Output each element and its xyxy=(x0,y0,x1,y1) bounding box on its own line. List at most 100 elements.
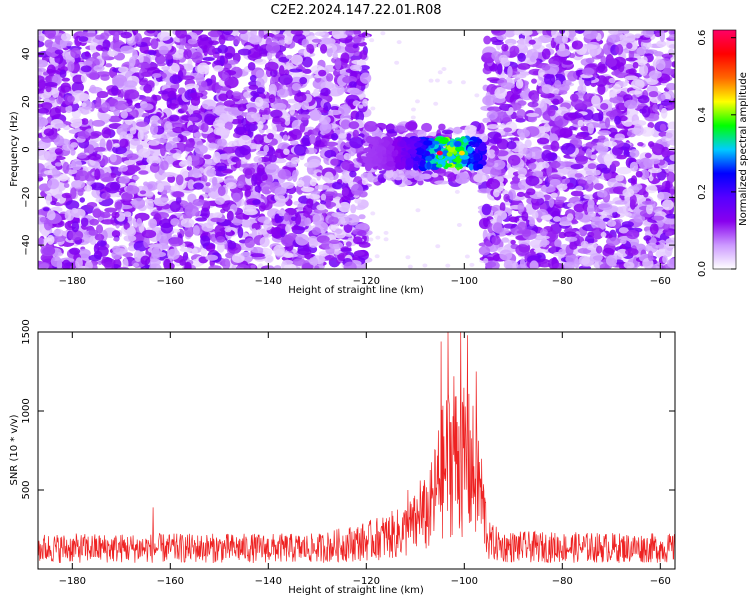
heatmap-cell xyxy=(661,150,675,156)
heatmap-cell xyxy=(175,174,184,186)
heatmap-cell xyxy=(600,231,607,238)
heatmap-cell xyxy=(606,57,618,68)
heatmap-cell xyxy=(205,243,216,252)
heatmap-cell xyxy=(130,138,141,146)
heatmap-cell xyxy=(120,45,135,54)
heatmap-cell xyxy=(624,212,632,218)
heatmap-cell xyxy=(309,257,319,266)
heatmap-cell xyxy=(97,245,109,257)
heatmap-cell xyxy=(290,128,302,140)
heatmap-cell xyxy=(566,213,574,221)
heatmap-cell xyxy=(93,146,106,152)
heatmap-cell xyxy=(515,244,530,256)
heatmap-cell xyxy=(324,255,335,261)
heatmap-cell xyxy=(499,202,506,212)
heatmap-cell xyxy=(669,153,675,162)
heatmap-cell xyxy=(404,179,412,185)
heatmap-cell xyxy=(359,72,372,84)
heatmap-cell xyxy=(550,192,558,199)
heatmap-cell xyxy=(80,73,87,83)
heatmap-cell xyxy=(607,34,621,44)
x-tick-label: −120 xyxy=(353,276,380,287)
heatmap-cell xyxy=(326,46,333,58)
heatmap-cell xyxy=(342,187,349,196)
heatmap-cell xyxy=(549,161,561,169)
heatmap-cell xyxy=(174,50,184,58)
heatmap-cell xyxy=(507,189,517,200)
heatmap-cell xyxy=(271,125,277,135)
heatmap-cell xyxy=(193,132,202,138)
heatmap-cell xyxy=(292,71,304,77)
heatmap-cell xyxy=(54,123,67,129)
heatmap-cell xyxy=(256,150,268,157)
heatmap-cell xyxy=(215,127,231,136)
heatmap-cell xyxy=(162,185,173,191)
heatmap-cell xyxy=(210,217,222,223)
heatmap-cell xyxy=(521,211,529,222)
heatmap-cell xyxy=(152,73,162,78)
x-tick-label: −140 xyxy=(255,276,282,287)
heatmap-cell xyxy=(417,179,424,186)
heatmap-cell xyxy=(477,188,492,194)
snr-series-line xyxy=(38,332,675,564)
heatmap-cell xyxy=(574,30,585,34)
x-tick-label: −180 xyxy=(59,276,86,287)
heatmap-cell xyxy=(464,254,470,259)
heatmap-cell xyxy=(587,123,594,134)
heatmap-cell xyxy=(65,104,73,114)
heatmap-cell xyxy=(370,106,376,111)
heatmap-cell xyxy=(204,159,213,164)
heatmap-cell xyxy=(88,71,99,81)
heatmap-cell xyxy=(595,245,603,254)
heatmap-cell xyxy=(318,115,331,125)
heatmap-cell xyxy=(81,102,87,107)
heatmap-cell xyxy=(87,153,102,161)
heatmap-cell xyxy=(665,213,675,219)
heatmap-cell xyxy=(407,148,418,155)
heatmap-cell xyxy=(370,211,376,216)
heatmap-cell xyxy=(525,149,533,160)
heatmap-cell xyxy=(278,73,293,85)
heatmap-cell xyxy=(149,162,160,174)
heatmap-cell xyxy=(82,99,92,110)
heatmap-cell xyxy=(217,44,228,54)
heatmap-cell xyxy=(148,263,162,269)
heatmap-cell xyxy=(172,137,181,143)
heatmap-cell xyxy=(178,161,188,167)
heatmap-cell xyxy=(493,189,500,198)
heatmap-cell xyxy=(179,247,193,253)
heatmap-cell xyxy=(120,31,133,39)
heatmap-cell xyxy=(527,101,539,108)
heatmap-cell xyxy=(200,80,208,88)
heatmap-cell xyxy=(256,77,265,90)
heatmap-cell xyxy=(629,194,637,205)
heatmap-cell xyxy=(134,102,142,109)
heatmap-cell xyxy=(93,243,100,255)
heatmap-cell xyxy=(590,227,604,240)
heatmap-cell xyxy=(141,229,157,239)
heatmap-cell xyxy=(205,182,211,187)
heatmap-cell xyxy=(482,117,491,124)
heatmap-cell xyxy=(77,152,87,159)
heatmap-cell xyxy=(483,257,489,264)
heatmap-cell xyxy=(563,261,575,269)
heatmap-cell xyxy=(447,172,457,182)
heatmap-cell xyxy=(343,261,357,269)
heatmap-cell xyxy=(444,163,453,168)
heatmap-cell xyxy=(635,170,643,178)
heatmap-cell xyxy=(497,74,508,79)
heatmap-cell xyxy=(297,108,310,116)
heatmap-cell xyxy=(512,175,520,184)
heatmap-cell xyxy=(62,50,70,60)
heatmap-cell xyxy=(352,129,359,139)
y-tick-label: 0 xyxy=(21,146,32,152)
heatmap-cell xyxy=(308,238,319,249)
heatmap-cell xyxy=(285,54,293,60)
heatmap-cell xyxy=(184,225,194,238)
heatmap-cell xyxy=(170,122,185,128)
heatmap-cell xyxy=(648,90,659,98)
heatmap-cell xyxy=(611,65,618,71)
heatmap-cell xyxy=(375,157,382,163)
heatmap-cell xyxy=(570,163,584,170)
heatmap-cell xyxy=(71,179,86,189)
